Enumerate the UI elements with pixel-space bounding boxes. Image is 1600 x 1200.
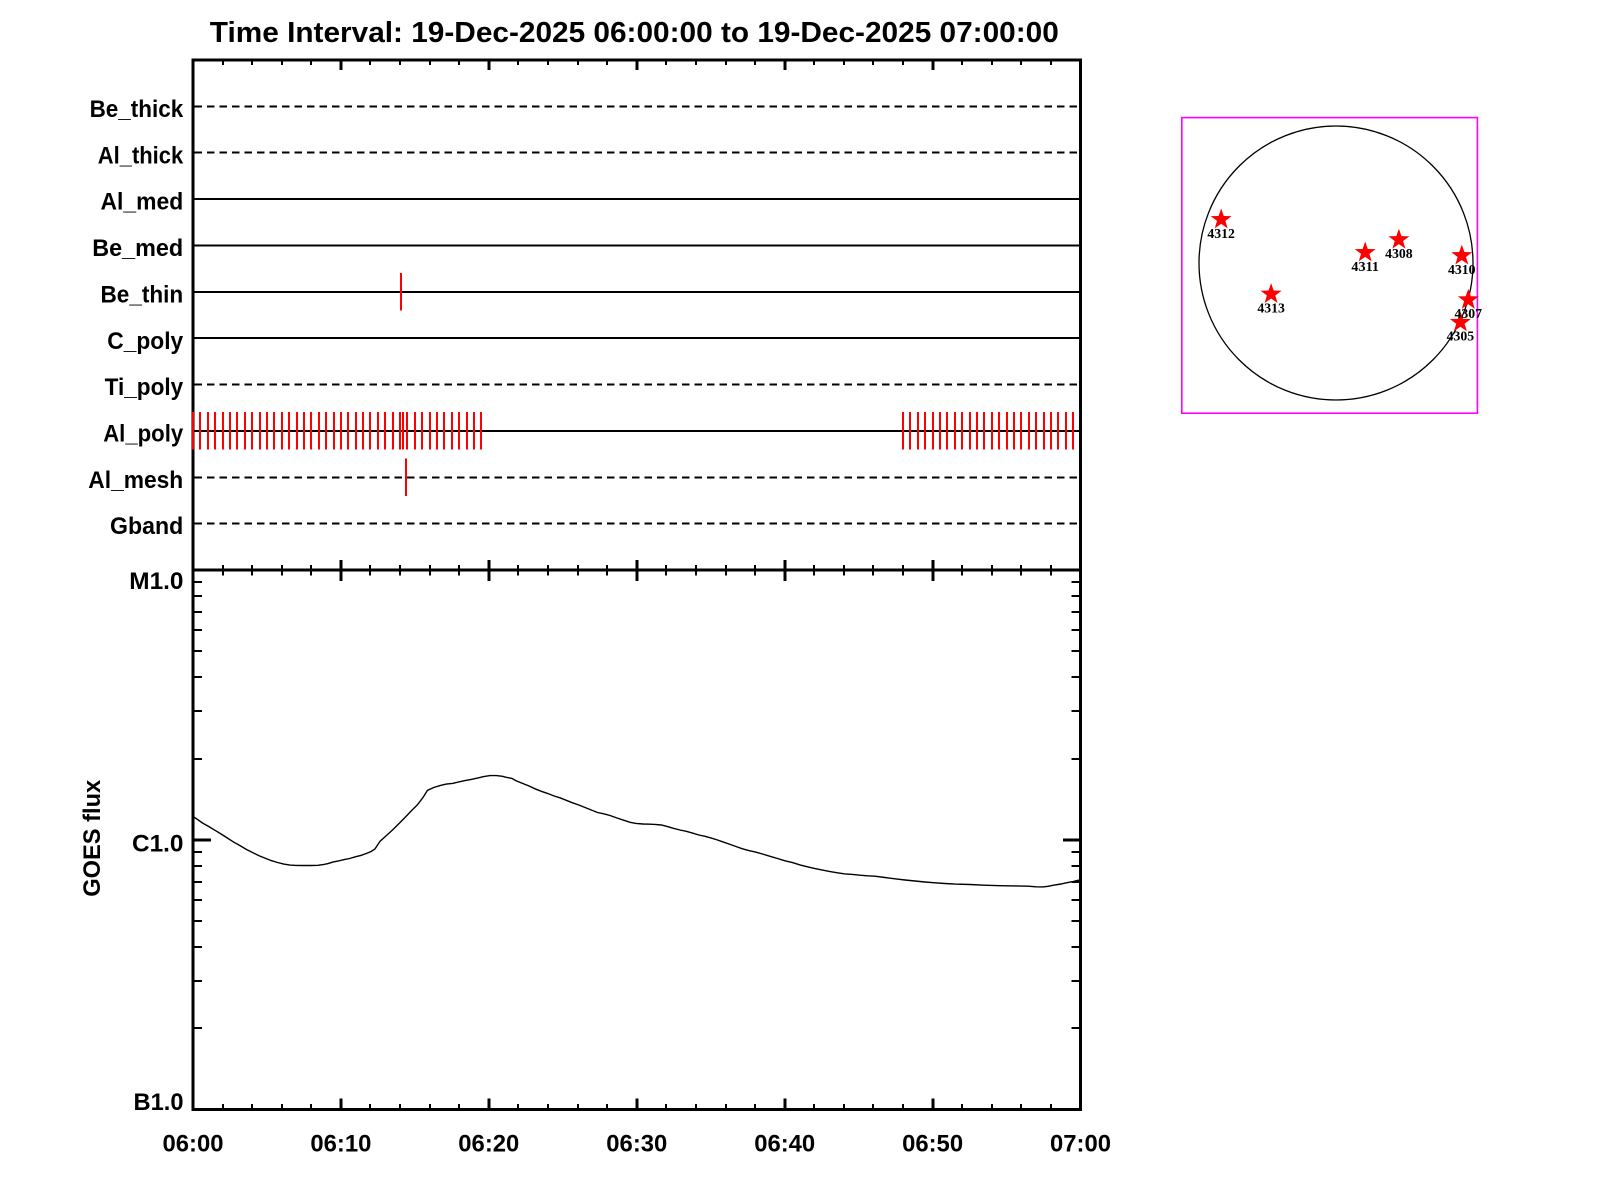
svg-text:06:40: 06:40 bbox=[754, 1131, 815, 1158]
svg-text:06:50: 06:50 bbox=[902, 1131, 963, 1158]
svg-text:07:00: 07:00 bbox=[1050, 1131, 1111, 1158]
svg-text:GOES flux: GOES flux bbox=[79, 779, 106, 896]
svg-text:4313: 4313 bbox=[1257, 300, 1285, 315]
svg-text:Al_mesh: Al_mesh bbox=[88, 467, 183, 494]
svg-text:Al_med: Al_med bbox=[101, 189, 184, 216]
svg-text:Be_thick: Be_thick bbox=[90, 96, 184, 123]
svg-text:Gband: Gband bbox=[110, 513, 183, 540]
svg-text:Al_thick: Al_thick bbox=[98, 142, 184, 169]
svg-text:Be_thin: Be_thin bbox=[101, 281, 184, 308]
svg-text:06:30: 06:30 bbox=[606, 1131, 667, 1158]
svg-text:4312: 4312 bbox=[1207, 226, 1235, 241]
svg-text:C_poly: C_poly bbox=[107, 328, 183, 355]
svg-text:4305: 4305 bbox=[1447, 329, 1475, 344]
svg-text:C1.0: C1.0 bbox=[132, 831, 184, 858]
svg-text:Time Interval: 19-Dec-2025 06:: Time Interval: 19-Dec-2025 06:00:00 to 1… bbox=[210, 17, 1059, 49]
svg-text:M1.0: M1.0 bbox=[129, 568, 183, 595]
svg-text:B1.0: B1.0 bbox=[134, 1089, 184, 1116]
svg-text:Ti_poly: Ti_poly bbox=[105, 374, 184, 401]
svg-text:4308: 4308 bbox=[1385, 246, 1413, 261]
svg-text:06:00: 06:00 bbox=[163, 1131, 224, 1158]
svg-text:06:20: 06:20 bbox=[458, 1131, 519, 1158]
svg-text:4311: 4311 bbox=[1351, 259, 1379, 274]
svg-text:4307: 4307 bbox=[1455, 306, 1483, 321]
svg-text:4310: 4310 bbox=[1448, 262, 1476, 277]
svg-text:06:10: 06:10 bbox=[310, 1131, 371, 1158]
svg-text:Al_poly: Al_poly bbox=[103, 421, 183, 448]
svg-text:Be_med: Be_med bbox=[92, 235, 183, 262]
